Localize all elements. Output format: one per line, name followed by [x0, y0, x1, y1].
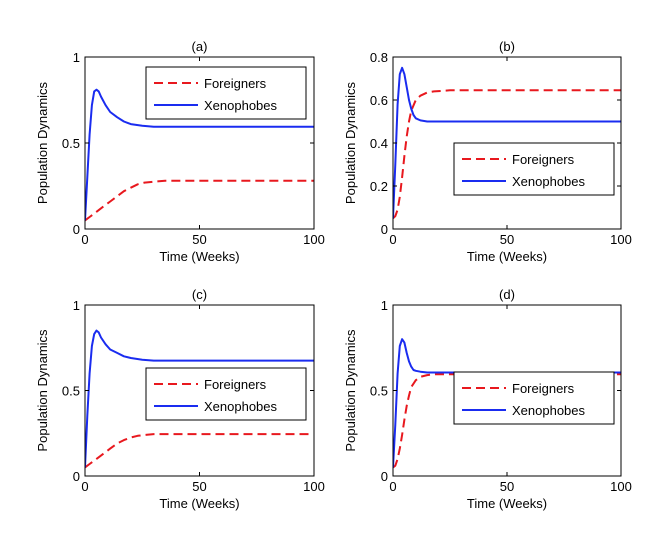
x-tick-label: 50	[192, 232, 206, 247]
x-tick-label: 50	[192, 479, 206, 494]
y-tick-label: 1	[73, 298, 80, 313]
legend: Foreigners Xenophobes	[453, 142, 615, 196]
x-tick-label: 100	[610, 232, 632, 247]
y-tick-label: 0.5	[370, 384, 388, 399]
y-tick-label: 0	[73, 222, 80, 237]
x-tick-label: 100	[610, 479, 632, 494]
series-line-xenophobes	[393, 66, 621, 219]
x-axis-label: Time (Weeks)	[467, 496, 547, 511]
y-axis-label: Population Dynamics	[343, 81, 358, 204]
x-axis-label: Time (Weeks)	[159, 249, 239, 264]
chart-panel-c: 0 50 100 0 0.5 1 (c) Time (Weeks) Population Dyn…	[35, 287, 325, 511]
chart-title: (a)	[192, 39, 208, 54]
x-tick-label: 0	[81, 232, 88, 247]
chart-panel-a: 0 50 100 0 0.5 1 (a) Time (Weeks) Population Dyn…	[35, 39, 325, 264]
legend-label-xenophobes: Xenophobes	[512, 174, 586, 189]
chart-title: (b)	[499, 39, 515, 54]
legend-label-xenophobes: Xenophobes	[512, 403, 586, 418]
legend: Foreigners Xenophobes	[453, 371, 615, 425]
y-tick-label: 0	[381, 222, 388, 237]
y-tick-label: 0	[73, 469, 80, 484]
y-tick-label: 0.5	[62, 384, 80, 399]
y-tick-label: 0.2	[370, 179, 388, 194]
legend: Foreigners Xenophobes	[145, 66, 307, 120]
chart-panel-b: 0 50 100 0 0.2 0.4 0.6 0.8 (b) Time (Weeks) Popula…	[343, 39, 632, 264]
x-tick-label: 0	[81, 479, 88, 494]
series-line-foreigners	[393, 373, 621, 469]
x-tick-label: 50	[500, 232, 514, 247]
legend-box	[145, 367, 307, 421]
legend-label-foreigners: Foreigners	[512, 381, 575, 396]
x-tick-label: 0	[389, 479, 396, 494]
x-tick-label: 0	[389, 232, 396, 247]
x-tick-label: 100	[303, 232, 325, 247]
y-tick-label: 1	[73, 50, 80, 65]
x-axis-label: Time (Weeks)	[159, 496, 239, 511]
legend-label-xenophobes: Xenophobes	[204, 399, 278, 414]
y-tick-label: 0.4	[370, 136, 388, 151]
y-axis-label: Population Dynamics	[35, 81, 50, 204]
y-axis-label: Population Dynamics	[35, 329, 50, 452]
x-tick-label: 100	[303, 479, 325, 494]
series-line-xenophobes	[85, 88, 314, 221]
series-line-foreigners	[393, 89, 621, 220]
chart-panel-d: 0 50 100 0 0.5 1 (d) Time (Weeks) Population Dyn…	[343, 287, 632, 511]
legend-box	[145, 66, 307, 120]
legend-label-xenophobes: Xenophobes	[204, 98, 278, 113]
legend-box	[453, 371, 615, 425]
series-line-xenophobes	[393, 338, 621, 468]
x-axis-label: Time (Weeks)	[467, 249, 547, 264]
y-tick-label: 0.5	[62, 136, 80, 151]
x-tick-label: 50	[500, 479, 514, 494]
y-tick-label: 0.6	[370, 93, 388, 108]
y-tick-label: 0	[381, 469, 388, 484]
y-tick-label: 1	[381, 298, 388, 313]
legend-label-foreigners: Foreigners	[204, 76, 267, 91]
legend-label-foreigners: Foreigners	[204, 377, 267, 392]
legend-label-foreigners: Foreigners	[512, 152, 575, 167]
series-line-foreigners	[85, 179, 314, 222]
y-axis-label: Population Dynamics	[343, 329, 358, 452]
y-tick-label: 0.8	[370, 50, 388, 65]
chart-title: (c)	[192, 287, 207, 302]
legend-box	[453, 142, 615, 196]
series-line-foreigners	[85, 433, 314, 469]
legend: Foreigners Xenophobes	[145, 367, 307, 421]
chart-title: (d)	[499, 287, 515, 302]
series-line-xenophobes	[85, 329, 314, 468]
